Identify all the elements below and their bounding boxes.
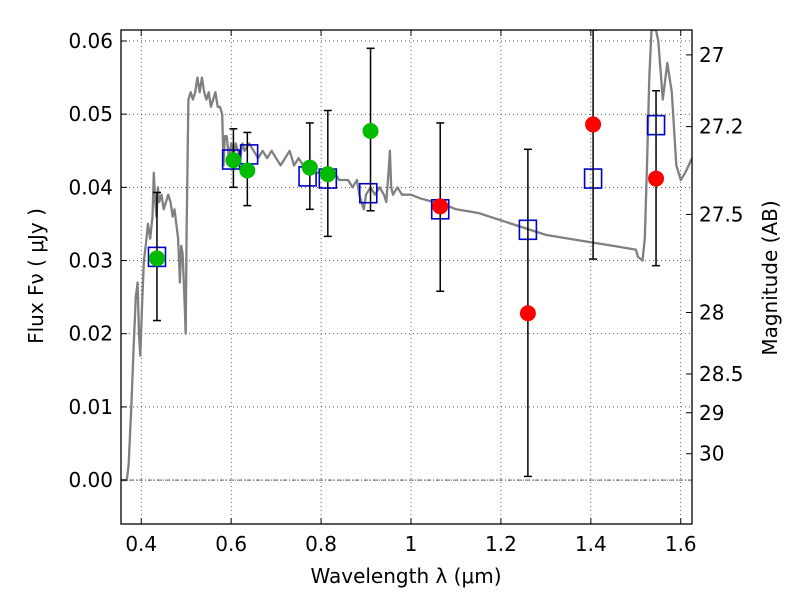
model-flux-square xyxy=(358,182,378,204)
x-axis-label: Wavelength λ (μm) xyxy=(310,564,501,588)
right-tick-label: 27 xyxy=(699,43,724,67)
plot-area xyxy=(121,30,692,482)
photometry-point xyxy=(585,116,602,133)
plot-frame xyxy=(120,29,693,525)
grid-lines xyxy=(121,30,692,524)
y-tick-label: 0.04 xyxy=(68,175,113,199)
right-axis-label: Magnitude (AB) xyxy=(758,200,782,355)
photometry-point xyxy=(225,152,242,169)
right-tick-label: 27.5 xyxy=(699,202,744,226)
sed-model-line xyxy=(121,30,692,482)
photometry-point xyxy=(648,170,665,187)
photometry-point xyxy=(239,162,256,179)
x-tick-label: 1 xyxy=(405,532,418,556)
x-tick-label: 1.4 xyxy=(575,532,607,556)
y-tick-label: 0.06 xyxy=(68,29,113,53)
photometry-point xyxy=(519,305,536,322)
right-tick-label: 30 xyxy=(699,442,724,466)
axes: 0.4 0.6 0.8 1 1.2 1.4 1.6 0.00 0.01 0.02 0.03 0.04 0… xyxy=(68,29,743,556)
photometry-point xyxy=(362,122,379,139)
x-tick-label: 0.8 xyxy=(305,532,337,556)
photometry-point xyxy=(319,166,336,183)
photometry-point xyxy=(301,159,318,176)
x-tick-label: 0.4 xyxy=(125,532,157,556)
right-tick-label: 28 xyxy=(699,300,724,324)
right-tick-label: 29 xyxy=(699,401,724,425)
y-tick-label: 0.03 xyxy=(68,249,113,273)
x-tick-label: 0.6 xyxy=(215,532,247,556)
y-tick-label: 0.00 xyxy=(68,468,113,492)
right-tick-label: 28.5 xyxy=(699,362,744,386)
plot-content xyxy=(121,30,692,482)
photometry-point xyxy=(148,250,165,267)
y-axis-label: Flux Fν ( μJy ) xyxy=(24,208,48,344)
x-tick-label: 1.2 xyxy=(485,532,517,556)
y-tick-label: 0.01 xyxy=(68,395,113,419)
y-tick-label: 0.05 xyxy=(68,102,113,126)
y-tick-label: 0.02 xyxy=(68,322,113,346)
x-tick-label: 1.6 xyxy=(665,532,697,556)
right-tick-label: 27.2 xyxy=(699,115,744,139)
photometry-point xyxy=(432,198,449,215)
